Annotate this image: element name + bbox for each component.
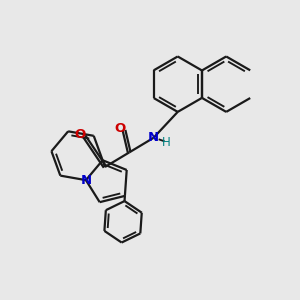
Text: O: O: [114, 122, 125, 135]
Text: N: N: [80, 174, 92, 187]
Text: H: H: [162, 136, 171, 148]
Text: O: O: [74, 128, 85, 141]
Text: N: N: [148, 131, 159, 144]
